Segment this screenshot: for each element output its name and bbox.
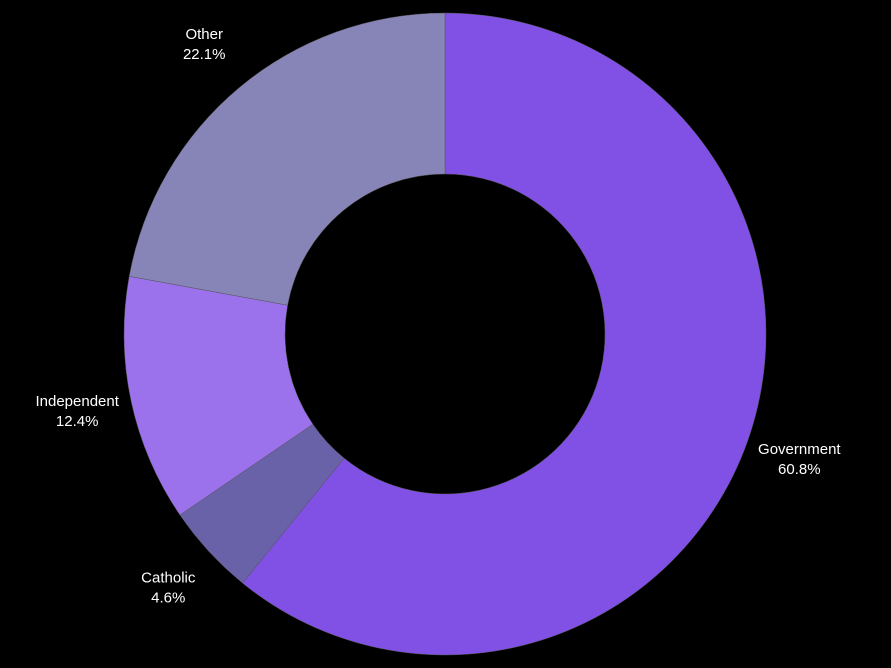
slice-value-label: 60.8% (778, 461, 821, 478)
slice-label: Independent (35, 393, 119, 410)
slice-label: Catholic (141, 570, 196, 587)
slice-value-label: 12.4% (56, 413, 99, 430)
slice-label: Other (185, 26, 223, 43)
slice-label: Government (758, 441, 841, 458)
slice-value-label: 4.6% (151, 590, 185, 607)
donut-slice (128, 12, 446, 306)
slice-value-label: 22.1% (183, 46, 226, 63)
donut-slice (123, 275, 314, 516)
donut-slice (242, 12, 767, 656)
